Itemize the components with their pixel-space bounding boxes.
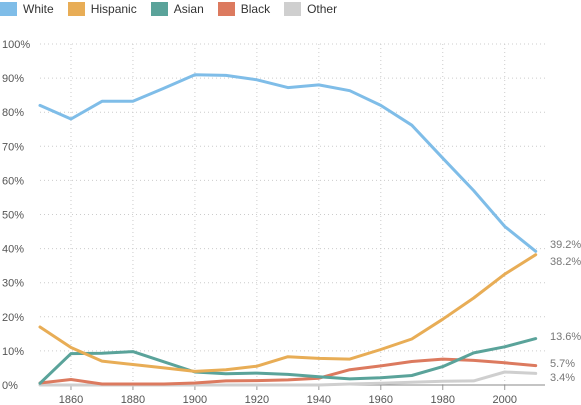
x-tick-label: 1980 <box>431 394 455 405</box>
y-tick-label: 30% <box>2 278 24 290</box>
series-line-hispanic[interactable] <box>38 253 538 373</box>
end-labels: 39.2% 38.2% 13.6% 5.7% 3.4% <box>550 239 581 384</box>
end-label-black: 5.7% <box>550 358 575 370</box>
legend-label-hispanic: Hispanic <box>90 2 137 16</box>
legend: White Hispanic Asian Black Other <box>0 0 351 18</box>
y-tick-label: 0% <box>2 380 18 392</box>
end-label-hispanic: 38.2% <box>550 256 581 268</box>
x-tick-label: 1860 <box>59 394 83 405</box>
grid <box>40 43 545 386</box>
x-tick-label: 2000 <box>492 394 516 405</box>
end-label-asian: 13.6% <box>550 331 581 343</box>
legend-swatch-hispanic <box>67 2 85 16</box>
x-tick-label: 1960 <box>369 394 393 405</box>
y-tick-label: 20% <box>2 312 24 324</box>
legend-label-white: White <box>23 2 54 16</box>
legend-label-other: Other <box>307 2 338 16</box>
y-tick-label: 90% <box>2 73 24 85</box>
y-tick-label: 100% <box>2 39 30 51</box>
end-label-other: 3.4% <box>550 372 575 384</box>
y-tick-label: 10% <box>2 346 24 358</box>
x-tick-label: 1940 <box>307 394 331 405</box>
series-line-asian[interactable] <box>38 337 538 385</box>
legend-label-black: Black <box>240 2 271 16</box>
y-tick-label: 40% <box>2 244 24 256</box>
series-line-white[interactable] <box>38 73 538 253</box>
y-tick-label: 60% <box>2 175 24 187</box>
legend-label-asian: Asian <box>173 2 204 16</box>
axes: 0% 10% 20% 30% 40% 50% 60% 70% 80% 90% 100% 1860 188… <box>2 39 545 405</box>
y-tick-label: 80% <box>2 107 24 119</box>
end-label-white: 39.2% <box>550 239 581 251</box>
legend-item-black[interactable]: Black <box>217 2 271 16</box>
x-tick-label: 1920 <box>245 394 269 405</box>
legend-item-other[interactable]: Other <box>284 2 337 16</box>
legend-item-white[interactable]: White <box>0 2 54 16</box>
y-tick-label: 50% <box>2 210 24 222</box>
series-lines <box>38 73 538 387</box>
legend-item-asian[interactable]: Asian <box>150 2 204 16</box>
x-tick-label: 1880 <box>121 394 145 405</box>
legend-item-hispanic[interactable]: Hispanic <box>67 2 137 16</box>
legend-swatch-other <box>284 2 302 16</box>
legend-swatch-white <box>0 2 17 16</box>
x-tick-label: 1900 <box>183 394 207 405</box>
series-line-black[interactable] <box>38 357 538 386</box>
y-tick-label: 70% <box>2 141 24 153</box>
legend-swatch-black <box>217 2 235 16</box>
legend-swatch-asian <box>150 2 168 16</box>
